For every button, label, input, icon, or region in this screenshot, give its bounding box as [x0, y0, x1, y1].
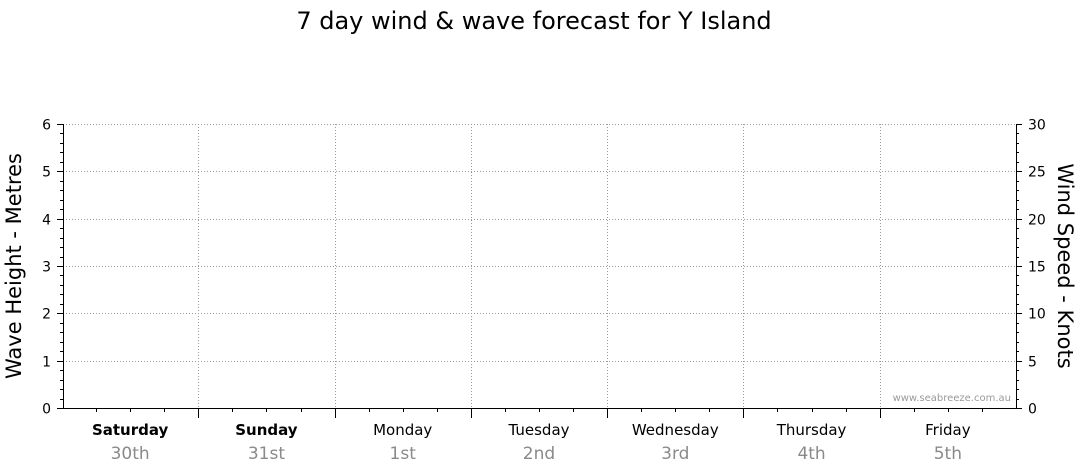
left-tick-label: 6 [42, 118, 51, 134]
left-tick-label: 4 [42, 213, 51, 229]
right-tick-label: 15 [1028, 260, 1046, 276]
left-tick-label: 5 [42, 165, 51, 181]
left-tick-label: 0 [42, 402, 51, 418]
right-tick-label: 5 [1028, 355, 1037, 371]
date-label: 30th [111, 444, 150, 464]
date-label: 3rd [661, 444, 689, 464]
day-label: Sunday [235, 421, 298, 439]
left-axis: 0 1 2 3 4 5 6 [42, 118, 64, 418]
right-tick-label: 20 [1028, 213, 1046, 229]
date-label: 4th [797, 444, 825, 464]
right-axis: 0 5 10 15 20 25 30 [1016, 118, 1046, 418]
day-label: Thursday [776, 421, 847, 439]
left-tick-label: 2 [42, 307, 51, 323]
left-tick-label: 3 [42, 260, 51, 276]
day-label: Saturday [92, 421, 169, 439]
x-axis: Saturday 30th Sunday 31st Monday 1st Tuesday 2n… [63, 408, 1017, 464]
chart-title: 7 day wind & wave forecast for Y Island [296, 7, 771, 35]
date-label: 2nd [523, 444, 555, 464]
left-tick-label: 1 [42, 355, 51, 371]
day-label: Monday [373, 421, 432, 439]
day-label: Tuesday [507, 421, 569, 439]
y-axis-right-label: Wind Speed - Knots [1053, 163, 1077, 368]
date-label: 1st [390, 444, 417, 464]
date-label: 31st [248, 444, 285, 464]
watermark: www.seabreeze.com.au [893, 393, 1011, 404]
day-label: Friday [925, 421, 971, 439]
right-tick-label: 0 [1028, 402, 1037, 418]
day-label: Wednesday [632, 421, 719, 439]
y-axis-left-label: Wave Height - Metres [2, 153, 26, 379]
right-tick-label: 10 [1028, 307, 1046, 323]
grid [63, 124, 1016, 408]
right-tick-label: 25 [1028, 165, 1046, 181]
right-tick-label: 30 [1028, 118, 1046, 134]
date-label: 5th [934, 444, 962, 464]
